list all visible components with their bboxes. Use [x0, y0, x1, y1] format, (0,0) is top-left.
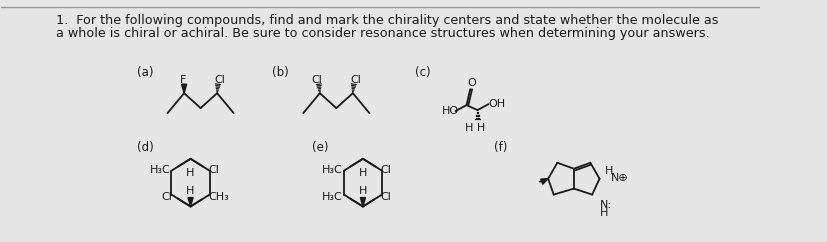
Text: H₃C: H₃C [322, 165, 342, 175]
Text: (b): (b) [272, 66, 289, 79]
Text: F: F [179, 75, 186, 85]
Text: H: H [599, 208, 607, 219]
Polygon shape [181, 84, 186, 93]
Text: Cl: Cl [208, 165, 218, 175]
Text: H: H [358, 168, 366, 178]
Polygon shape [360, 197, 365, 206]
Text: N⊕: N⊕ [609, 173, 628, 183]
Text: H₃C: H₃C [150, 165, 170, 175]
Polygon shape [540, 179, 547, 184]
Text: Cl: Cl [350, 75, 361, 85]
Text: CH₃: CH₃ [208, 192, 229, 202]
Text: HO: HO [441, 106, 458, 116]
Text: H: H [358, 186, 366, 196]
Text: (a): (a) [137, 66, 154, 79]
Text: Cl: Cl [380, 165, 390, 175]
Text: N:: N: [599, 199, 611, 210]
Text: a whole is chiral or achiral. Be sure to consider resonance structures when dete: a whole is chiral or achiral. Be sure to… [55, 27, 709, 40]
Text: O: O [467, 78, 476, 88]
Text: Cl: Cl [380, 192, 390, 202]
Text: Cl: Cl [214, 75, 225, 85]
Text: (c): (c) [414, 66, 430, 79]
Text: H: H [604, 166, 612, 176]
Text: (e): (e) [311, 141, 327, 154]
Text: 1.  For the following compounds, find and mark the chirality centers and state w: 1. For the following compounds, find and… [55, 14, 717, 27]
Text: H: H [186, 168, 194, 178]
Text: H₃C: H₃C [322, 192, 342, 202]
Text: Cl: Cl [161, 192, 172, 202]
Polygon shape [188, 197, 193, 206]
Text: (f): (f) [493, 141, 507, 154]
Text: (d): (d) [137, 141, 154, 154]
Text: Cl: Cl [311, 75, 323, 85]
Text: OH: OH [488, 99, 504, 109]
Text: H H: H H [464, 123, 485, 133]
Text: H: H [186, 186, 194, 196]
